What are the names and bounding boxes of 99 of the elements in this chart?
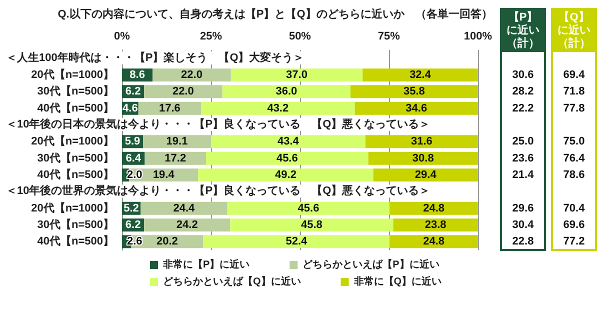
data-label: 32.4 <box>410 69 432 81</box>
data-label: 24.4 <box>173 202 196 214</box>
text: 21.4 <box>512 169 535 181</box>
data-label: 52.4 <box>286 236 308 248</box>
text: 【P】に近い（計） <box>506 10 540 50</box>
data-label: 20.2 <box>156 236 178 248</box>
data-label: 19.1 <box>166 136 188 148</box>
bar <box>203 235 390 248</box>
text: 70.4 <box>563 202 586 214</box>
bar <box>390 235 478 248</box>
chart-title: Q.以下の内容について、自身の考えは【P】と【Q】のどちらに近いか （各単一回答） <box>58 8 492 20</box>
y-tick-label: 40代【n=500】 <box>37 234 114 248</box>
x-tick-label: 75% <box>378 30 400 42</box>
bar <box>222 85 351 98</box>
x-tick-label: 50% <box>288 30 312 42</box>
data-label: 45.6 <box>298 202 320 214</box>
text: 30.6 <box>512 69 534 81</box>
text: 71.8 <box>563 86 585 98</box>
data-label: 4.6 <box>122 102 138 114</box>
data-label: 43.4 <box>278 136 300 148</box>
annotation: ＜10年後の世界の景気は今より・・・【P】良くなっている 【Q】悪くなっている＞ <box>6 184 430 198</box>
data-label: 8.6 <box>130 69 145 81</box>
text: 77.8 <box>563 102 585 114</box>
bar <box>198 168 374 182</box>
data-label: 49.2 <box>275 169 296 181</box>
data-label: 5.9 <box>124 136 140 148</box>
y-tick-label: 40代【n=500】 <box>37 168 114 181</box>
text: 69.6 <box>563 219 585 231</box>
bar <box>144 218 230 232</box>
text: 22.2 <box>512 102 534 114</box>
legend-label: 非常に【Q】に近い <box>352 276 442 288</box>
bar <box>152 68 231 82</box>
bar <box>230 68 363 82</box>
text: 22.8 <box>512 236 534 248</box>
bar <box>393 218 478 232</box>
text: 77.2 <box>563 236 585 248</box>
text: 69.4 <box>563 69 586 81</box>
text: 76.4 <box>563 152 586 164</box>
data-label: 17.6 <box>158 102 180 114</box>
y-tick-label: 20代【n=1000】 <box>31 201 114 214</box>
data-label: 35.8 <box>404 86 425 98</box>
data-label: 6.2 <box>125 86 141 98</box>
legend-label: どちらかといえば【Q】に近い <box>163 276 301 288</box>
bar <box>373 168 478 182</box>
bar <box>210 135 366 148</box>
bar <box>144 85 222 98</box>
text: 78.6 <box>563 169 585 181</box>
y-tick-label: 30代【n=500】 <box>37 84 114 98</box>
bar <box>350 85 478 98</box>
bar <box>201 102 355 115</box>
bar <box>365 135 478 148</box>
x-tick-label: 0% <box>114 30 130 42</box>
data-label: 22.0 <box>181 69 202 81</box>
annotation: ＜10年後の日本の景気は今より・・・【P】良くなっている 【Q】悪くなっている＞ <box>6 118 430 130</box>
data-label: 19.4 <box>152 169 176 181</box>
bar <box>227 202 390 215</box>
bar <box>362 68 478 82</box>
bar <box>354 102 478 115</box>
x-tick-label: 25% <box>200 30 222 42</box>
data-label: 45.8 <box>301 219 322 231</box>
bar <box>206 152 368 165</box>
text: 29.6 <box>512 202 534 214</box>
x-tick-label: 100% <box>464 30 492 42</box>
data-label: 23.8 <box>424 219 446 231</box>
data-label: 24.8 <box>423 202 445 214</box>
y-tick-label: 40代【n=500】 <box>37 101 114 114</box>
text: 28.2 <box>512 86 534 98</box>
data-label: 34.6 <box>406 102 428 114</box>
bar <box>368 152 478 165</box>
data-label: 29.4 <box>414 169 438 181</box>
data-label: 5.2 <box>124 202 139 214</box>
text: 75.0 <box>563 136 585 148</box>
data-label: 6.2 <box>125 219 141 231</box>
data-label: 45.6 <box>276 152 298 164</box>
y-tick-label: 20代【n=1000】 <box>31 68 114 81</box>
data-label: 37.0 <box>286 69 308 81</box>
text: 25.0 <box>512 136 534 148</box>
data-label: 17.2 <box>164 152 186 164</box>
data-label: 24.8 <box>423 236 445 248</box>
y-tick-label: 30代【n=500】 <box>37 151 114 164</box>
data-label: 43.2 <box>267 102 289 114</box>
y-tick-label: 30代【n=500】 <box>37 218 114 231</box>
bar <box>390 202 478 215</box>
bar <box>143 135 211 148</box>
text: 【Q】に近い（計） <box>558 10 590 50</box>
data-label: 36.0 <box>276 86 298 98</box>
data-label: 22.0 <box>172 86 194 98</box>
data-label: 30.8 <box>412 152 434 164</box>
text: 30.4 <box>512 219 535 231</box>
data-label: 24.2 <box>176 219 198 231</box>
text: 23.6 <box>512 152 534 164</box>
bar <box>140 202 228 215</box>
legend-label: 非常に【P】に近い <box>162 258 250 270</box>
data-label: 31.6 <box>410 136 432 148</box>
data-label: 6.4 <box>126 152 142 164</box>
y-tick-label: 20代【n=1000】 <box>31 134 114 148</box>
bar <box>230 218 394 232</box>
legend-label: どちらかといえば【P】に近い <box>302 258 440 270</box>
annotation: ＜人生100年時代は・・・【P】楽しそう 【Q】大変そう＞ <box>6 50 304 64</box>
